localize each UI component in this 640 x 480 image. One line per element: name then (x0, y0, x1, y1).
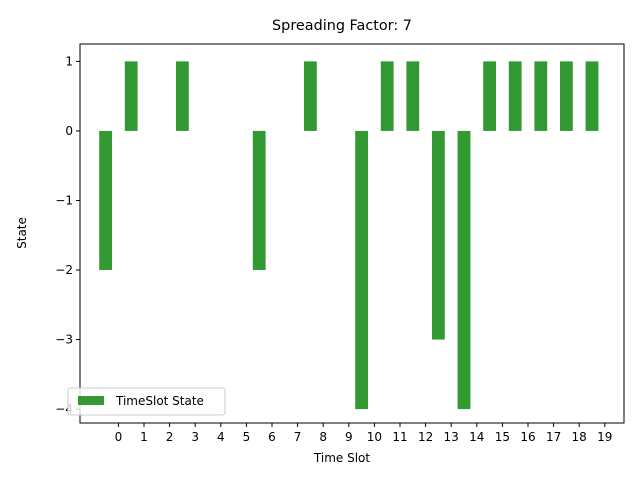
x-tick-label: 6 (268, 430, 276, 444)
x-tick-label: 7 (294, 430, 302, 444)
x-tick-label: 4 (217, 430, 225, 444)
x-tick-label: 18 (572, 430, 587, 444)
x-tick-label: 11 (392, 430, 407, 444)
legend-label: TimeSlot State (115, 394, 204, 408)
x-tick-label: 9 (345, 430, 353, 444)
y-tick-label: 1 (65, 54, 73, 68)
x-tick-label: 12 (418, 430, 433, 444)
legend-swatch (78, 396, 104, 405)
chart-title: Spreading Factor: 7 (272, 18, 412, 34)
x-tick-label: 3 (191, 430, 199, 444)
x-tick-label: 2 (166, 430, 174, 444)
x-tick-label: 5 (243, 430, 251, 444)
bars-group (99, 61, 599, 410)
bar-slot-3 (176, 61, 189, 131)
bar-slot-1 (124, 61, 138, 131)
bar-slot-12 (406, 61, 420, 131)
bar-slot-19 (585, 61, 599, 131)
y-axis-label: State (15, 217, 29, 249)
x-tick-label: 15 (495, 430, 510, 444)
x-tick-label: 10 (367, 430, 382, 444)
x-tick-label: 8 (319, 430, 327, 444)
x-tick-label: 14 (469, 430, 484, 444)
y-tick-label: −2 (55, 263, 73, 277)
bar-slot-8 (304, 61, 317, 131)
bar-slot-15 (483, 61, 496, 131)
x-tick-label: 1 (140, 430, 148, 444)
x-tick-label: 16 (520, 430, 535, 444)
bar-slot-17 (534, 61, 548, 131)
bar-slot-14 (457, 130, 471, 410)
legend: TimeSlot State (67, 387, 226, 416)
x-tick-label: 19 (597, 430, 612, 444)
legend-box (67, 387, 226, 416)
bar-slot-0 (99, 130, 112, 271)
bar-slot-6 (252, 130, 266, 271)
x-axis: 0 1 2 3 4 5 6 7 8 9 10 11 12 13 14 15 16 17 18 19 (115, 423, 612, 444)
bar-slot-13 (432, 130, 445, 340)
bar-slot-16 (508, 61, 522, 131)
x-tick-label: 17 (546, 430, 561, 444)
bar-slot-10 (355, 130, 368, 410)
bar-slot-18 (560, 61, 573, 131)
x-tick-label: 13 (444, 430, 459, 444)
x-axis-label: Time Slot (313, 451, 370, 465)
y-tick-label: −1 (55, 193, 73, 207)
y-tick-label: 0 (65, 124, 73, 138)
bar-slot-11 (380, 61, 394, 131)
x-tick-label: 0 (115, 430, 123, 444)
y-tick-label: −3 (55, 333, 73, 347)
plot-frame (79, 43, 625, 424)
